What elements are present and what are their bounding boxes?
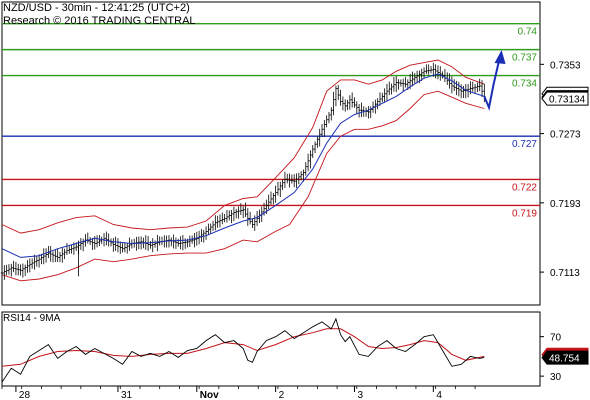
time-tick-label-28: 28 [19,390,31,400]
price-axis: 0.7353 0.7273 0.7193 0.7113 [540,60,581,279]
rsi-tick-label-70: 70 [550,333,562,344]
moving-average [1,73,485,258]
price-candles [0,62,486,280]
level-label-0.737: 0.737 [512,53,537,64]
level-label-0.719: 0.719 [512,208,537,219]
rsi-line [1,317,485,383]
price-tick-label-0.7353: 0.7353 [550,60,581,71]
price-tick-label-0.7273: 0.7273 [550,130,581,141]
chart-subtitle: Research © 2016 TRADING CENTRAL [3,15,196,27]
rsi-tag-label-48.754: 48.754 [549,354,580,365]
forecast-arrow [483,49,506,112]
forecast-arrowhead [494,49,506,64]
time-tick-label-Nov: Nov [200,390,219,400]
rsi-panel: 703051.693648.754 [1,317,589,383]
level-lines: 0.74 0.737 0.734 0.727 0.722 0.719 [2,22,540,219]
level-label-0.734: 0.734 [512,79,537,90]
rsi-tick-label-30: 30 [550,372,562,383]
forecast-line [483,53,502,112]
price-tag [541,91,589,106]
time-axis: 28 31 Nov 2 3 4 [1,386,476,400]
price-panel-border [1,1,541,306]
level-label-0.74: 0.74 [518,27,538,38]
rsi-tag [541,350,589,365]
level-label-0.727: 0.727 [512,139,537,150]
price-tick-label-0.7193: 0.7193 [550,199,581,210]
price-tags: 0.731900.731510.73134 [541,86,589,106]
rsi-panel-border [1,311,541,387]
ma-line [1,73,485,258]
chart-title: NZD/USD - 30min - 12:41:25 (UTC+2) [3,2,190,14]
level-label-0.722: 0.722 [512,182,537,193]
rsi-signal-line [1,328,485,367]
chart-frame [1,1,541,387]
upper-band [1,59,485,234]
lower-band [1,90,485,282]
bollinger-bands [1,59,485,282]
time-tick-label-31: 31 [121,390,133,400]
time-tick-label-4: 4 [436,390,442,400]
price-tick-label-0.7113: 0.7113 [550,268,580,279]
time-tick-label-2: 2 [279,390,285,400]
price-tag-label-0.73134: 0.73134 [549,95,586,106]
time-tick-label-3: 3 [357,390,363,400]
rsi-title: RSI14 - 9MA [3,313,61,324]
